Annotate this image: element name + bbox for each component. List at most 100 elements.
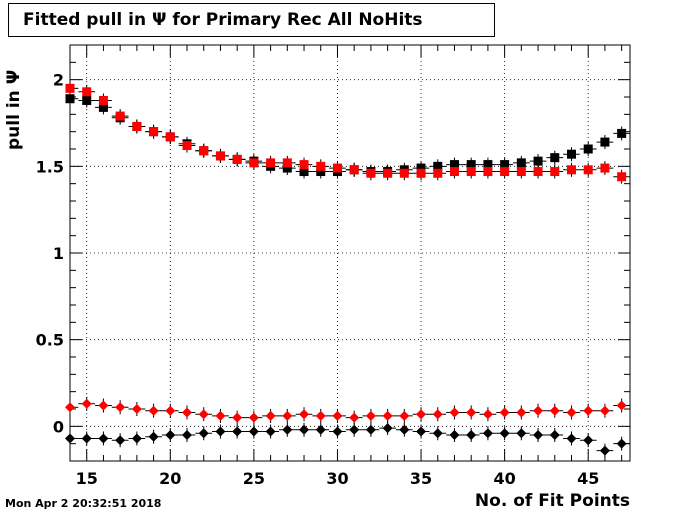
data-point-square [449,167,459,177]
data-point-diamond [182,430,193,440]
data-point-diamond [65,402,75,413]
data-point-diamond [265,426,276,437]
data-point-diamond [499,407,510,418]
data-point-square [600,137,610,147]
data-point-diamond [416,409,427,420]
x-axis-label: No. of Fit Points [474,491,630,511]
data-point-square [550,153,560,163]
data-point-diamond [65,433,75,444]
axes: 15 20 25 30 35 40 45 0 0.5 1 1.5 2 [36,44,630,488]
data-point-square [232,154,242,164]
data-point-square [149,127,159,137]
data-point-square [165,132,175,142]
data-point-diamond [248,426,259,437]
data-point-square [566,149,576,159]
data-point-diamond [482,409,493,420]
data-point-diamond [282,410,293,421]
data-point-diamond [215,410,226,421]
data-point-diamond [349,424,360,435]
data-point-square [199,146,209,156]
data-point-diamond [482,428,493,439]
y-tick-label: 1.5 [36,157,64,176]
data-point-diamond [332,410,343,421]
data-point-diamond [449,430,460,440]
data-point-diamond [599,445,610,456]
data-point-square [282,158,292,168]
y-axis-label: pull in Ψ [4,69,24,150]
data-point-diamond [215,426,226,437]
data-point-square [566,165,576,175]
data-point-diamond [432,409,443,420]
data-point-square [600,163,610,173]
data-marks [65,81,630,458]
data-point-square [617,128,627,138]
data-point-diamond [549,430,560,440]
chart-title: Fitted pull in Ψ for Primary Rec All NoH… [8,3,495,37]
data-point-square [583,165,593,175]
data-point-diamond [616,438,627,449]
data-point-diamond [533,430,544,440]
data-point-diamond [349,412,360,423]
data-point-square [249,158,259,168]
data-point-square [583,144,593,154]
x-tick-label: 40 [493,469,515,488]
x-tick-label: 20 [159,469,181,488]
data-point-square [500,167,510,177]
data-point-square [516,158,526,168]
x-tick-label: 35 [410,469,432,488]
data-point-diamond [399,410,410,421]
y-tick-label: 0 [53,417,64,436]
data-point-square [299,160,309,170]
datestamp: Mon Apr 2 20:32:51 2018 [5,497,162,510]
y-tick-label: 1 [53,244,64,263]
data-point-diamond [616,400,627,411]
data-point-diamond [533,405,544,416]
x-tick-label: 30 [326,469,348,488]
data-point-square [182,141,192,151]
data-point-square [483,167,493,177]
data-point-diamond [148,405,159,416]
grid-lines [70,45,630,461]
data-point-diamond [599,405,610,416]
x-tick-label: 15 [76,469,98,488]
data-point-diamond [466,430,477,440]
data-point-diamond [148,431,159,442]
data-point-diamond [81,433,92,444]
data-point-diamond [516,407,527,418]
y-tick-label: 0.5 [36,331,64,350]
data-point-diamond [198,409,209,420]
data-point-diamond [583,435,594,446]
data-point-diamond [248,412,259,423]
data-point-square [65,94,75,104]
data-point-square [533,167,543,177]
data-point-diamond [566,433,577,444]
data-point-square [399,168,409,178]
data-point-square [349,165,359,175]
data-point-square [132,121,142,131]
y-tick-label: 2 [53,71,64,90]
data-point-diamond [382,410,393,421]
x-tick-label: 25 [243,469,265,488]
data-point-diamond [115,435,126,446]
data-point-diamond [232,426,243,437]
data-point-square [115,111,125,121]
data-point-diamond [115,402,126,413]
data-point-diamond [282,424,293,435]
data-point-diamond [198,428,209,439]
data-point-diamond [365,424,376,435]
data-point-diamond [449,407,460,418]
data-point-square [383,168,393,178]
data-point-diamond [549,405,560,416]
data-point-diamond [315,410,326,421]
data-point-square [617,172,627,182]
data-point-diamond [98,400,109,411]
data-point-diamond [131,404,142,414]
data-point-square [366,168,376,178]
data-point-diamond [315,424,326,435]
data-point-square [533,156,543,166]
data-point-diamond [98,433,109,444]
data-point-square [332,163,342,173]
data-point-diamond [232,412,243,423]
data-point-diamond [432,428,443,439]
data-point-square [316,161,326,171]
